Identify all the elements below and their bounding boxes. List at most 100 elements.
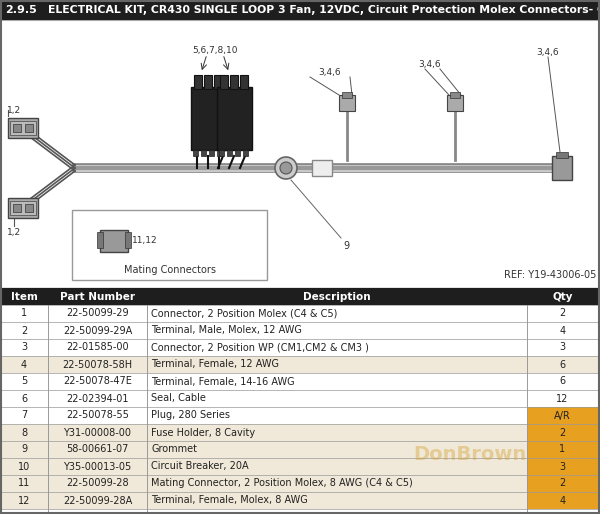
Text: 2: 2 [559,428,566,437]
Bar [0,373,527,390]
Bar [13,204,21,212]
Bar [527,424,598,441]
Bar [0,475,527,492]
Text: 3,4,6: 3,4,6 [536,47,559,57]
Text: 22-01585-00: 22-01585-00 [66,342,129,353]
Bar [72,210,267,280]
Bar [193,150,198,156]
Bar [13,124,21,132]
Bar [201,150,206,156]
Text: 10: 10 [18,462,30,471]
Text: Terminal, Male, Molex, 12 AWG: Terminal, Male, Molex, 12 AWG [151,325,302,336]
Text: 3: 3 [559,342,566,353]
Bar [0,322,527,339]
Bar [0,0,600,20]
Bar [527,339,598,356]
Text: 8: 8 [21,428,27,437]
Text: 12: 12 [556,394,569,403]
Bar [240,75,248,89]
Bar [125,232,131,248]
Bar [0,356,527,373]
Text: Mating Connectors: Mating Connectors [124,265,215,275]
Bar [217,150,222,156]
Text: 22-50099-28: 22-50099-28 [66,479,129,488]
Bar [25,204,33,212]
Text: 22-50099-28A: 22-50099-28A [63,495,132,505]
Text: 2: 2 [21,325,27,336]
Bar [204,75,212,89]
Text: 1,2: 1,2 [7,228,21,237]
Bar [527,390,598,407]
Text: Qty: Qty [552,291,573,302]
Text: 12: 12 [18,495,30,505]
Text: Terminal, Female, 14-16 AWG: Terminal, Female, 14-16 AWG [151,376,295,387]
Text: Synthetic Lubricant, Connectors: Synthetic Lubricant, Connectors [151,512,308,514]
Bar [227,150,232,156]
Bar [10,121,36,135]
Text: 1,2: 1,2 [7,106,21,115]
Text: 2: 2 [559,308,566,319]
Bar [194,75,202,89]
Bar [230,75,238,89]
Bar [209,150,214,156]
Bar [527,509,598,514]
Bar [0,441,527,458]
Text: 2.9.5: 2.9.5 [5,5,37,15]
Text: 1: 1 [559,445,566,454]
Text: 22-50078-47E: 22-50078-47E [63,376,132,387]
Text: DonBrown: DonBrown [413,446,527,465]
Text: A/R: A/R [554,411,571,420]
Text: Description: Description [303,291,371,302]
Bar [552,156,572,180]
Bar [10,201,36,215]
Text: Y31-00008-00: Y31-00008-00 [64,428,131,437]
Bar [0,492,527,509]
Text: 9: 9 [343,241,349,251]
Text: Connector, 2 Position WP (CM1,CM2 & CM3 ): Connector, 2 Position WP (CM1,CM2 & CM3 … [151,342,369,353]
Bar [527,458,598,475]
Bar [556,152,568,158]
Bar [342,92,352,98]
Text: Part Number: Part Number [60,291,135,302]
Text: ELECTRICAL KIT, CR430 SINGLE LOOP 3 Fan, 12VDC, Circuit Protection Molex Connect: ELECTRICAL KIT, CR430 SINGLE LOOP 3 Fan,… [48,5,600,15]
Bar [0,407,527,424]
Bar [339,95,355,111]
Text: 3,4,6: 3,4,6 [319,68,341,78]
Bar [0,288,600,305]
Bar [0,509,527,514]
Text: Fuse Holder, 8 Cavity: Fuse Holder, 8 Cavity [151,428,255,437]
Text: 9: 9 [21,445,27,454]
Text: 1: 1 [21,308,27,319]
Bar [0,458,527,475]
Text: Seal, Cable: Seal, Cable [151,394,206,403]
Text: N/S: N/S [16,512,32,514]
Bar [217,87,252,150]
Text: 5: 5 [21,376,27,387]
Bar [214,75,222,89]
Circle shape [275,157,297,179]
Text: 3: 3 [559,462,566,471]
Bar [191,87,226,150]
Text: 22-50099-29: 22-50099-29 [66,308,129,319]
Text: 22-50078-55: 22-50078-55 [66,411,129,420]
Bar [0,390,527,407]
Bar [0,20,600,288]
Text: 2: 2 [559,479,566,488]
Bar [100,230,128,252]
Text: 6: 6 [559,359,566,370]
Text: REF: Y19-43006-05: REF: Y19-43006-05 [503,270,596,280]
Bar [447,95,463,111]
Bar [219,150,224,156]
Bar [235,150,240,156]
Bar [527,407,598,424]
Text: Connector, 2 Position Molex (C4 & C5): Connector, 2 Position Molex (C4 & C5) [151,308,337,319]
Text: 7: 7 [21,411,27,420]
Text: 6: 6 [21,394,27,403]
Bar [527,373,598,390]
Text: 58-00661-07: 58-00661-07 [67,445,128,454]
Text: 4: 4 [559,495,566,505]
Text: 3,4,6: 3,4,6 [419,60,442,68]
Bar [8,198,38,218]
Bar [0,305,527,322]
Bar [243,150,248,156]
